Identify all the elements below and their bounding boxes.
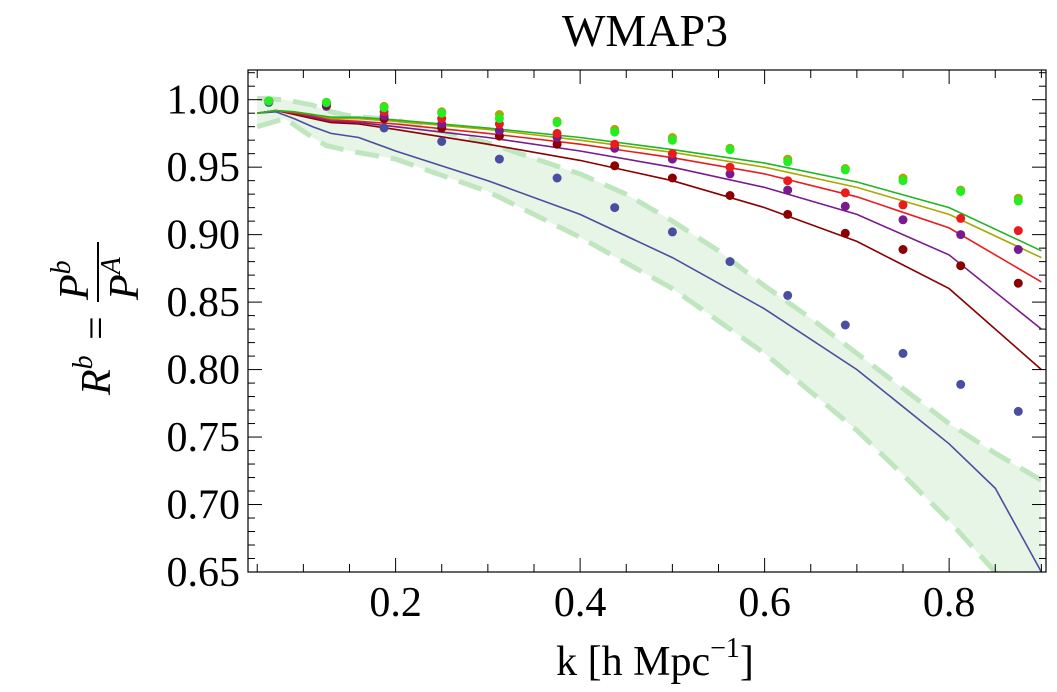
series-0-point-9: [783, 290, 793, 300]
band-upper-dashed-line: [257, 95, 1043, 483]
band-lower-dashed-line: [256, 115, 999, 572]
series-3-point-13: [1013, 226, 1023, 236]
y-tick-label-6: 0.95: [167, 145, 241, 191]
series-6-point-9: [783, 157, 793, 167]
series-3-point-9: [783, 176, 793, 186]
xlabel-text: k [h Mpc: [556, 639, 710, 685]
ylabel-denominator: P: [102, 274, 148, 301]
svg-text:Pb: Pb: [46, 260, 98, 301]
series-2-point-12: [956, 230, 966, 240]
ylabel-numerator: P: [52, 274, 98, 301]
y-tick-label-7: 1.00: [167, 78, 241, 124]
series-0-point-10: [840, 320, 850, 330]
series-2-point-9: [783, 185, 793, 195]
series-6-point-12: [956, 187, 966, 196]
series-2-point-4: [494, 126, 504, 136]
x-tick-label-0: 0.2: [369, 580, 422, 626]
series-3-point-7: [667, 149, 677, 159]
series-3-point-6: [610, 139, 620, 149]
y-tick-label-2: 0.75: [167, 415, 241, 461]
y-tick-label-3: 0.80: [167, 348, 241, 394]
series-6-point-2: [379, 103, 389, 113]
series-6-point-3: [437, 108, 447, 118]
series-0-point-3: [437, 137, 447, 146]
y-tick-label-4: 0.85: [167, 280, 241, 326]
series-0-point-6: [610, 203, 620, 213]
series-1-point-10: [840, 228, 850, 238]
xlabel-close: ]: [740, 639, 754, 685]
plot-frame: [247, 69, 1047, 573]
y-tick-label-5: 0.90: [167, 213, 241, 259]
series-0-point-12: [956, 379, 966, 389]
y-axis-label: Rb = Pb PA: [46, 242, 148, 396]
y-tick-label-0: 0.65: [167, 550, 241, 596]
series-6-point-11: [898, 176, 908, 186]
series-6-point-7: [667, 135, 677, 145]
y-tick-label-1: 0.70: [167, 483, 241, 529]
series-3-point-8: [725, 162, 735, 172]
series-2-point-8: [725, 169, 735, 179]
series-6-point-4: [494, 114, 504, 124]
series-0-point-11: [898, 348, 908, 358]
series-1-point-5: [552, 139, 562, 149]
series-3-point-5: [552, 128, 562, 138]
series-3-point-11: [898, 200, 908, 210]
ylabel-r-sup: b: [68, 355, 99, 369]
ylabel-numerator-sup: b: [46, 260, 77, 274]
series-0-line: [257, 110, 1043, 572]
series-3-point-10: [840, 188, 850, 198]
series-1-point-11: [898, 245, 908, 254]
series-1-point-12: [956, 261, 966, 271]
series-0-point-4: [494, 154, 504, 164]
series-1-point-7: [667, 173, 677, 183]
plot-area: 0.2 0.4 0.6 0.8 0.65 0.70 0.75 0.80 0.85 0.90 0.95…: [167, 69, 1047, 626]
series-0-point-8: [725, 257, 735, 267]
series-0-point-13: [1013, 406, 1023, 416]
series-0-point-5: [552, 173, 562, 183]
series-1-point-9: [783, 209, 793, 219]
series-1-point-13: [1013, 278, 1023, 288]
series-6-point-13: [1013, 196, 1023, 206]
series-1-line: [257, 109, 1042, 371]
series-1-point-8: [725, 191, 735, 200]
svg-text:PA: PA: [96, 256, 148, 301]
series-2-point-11: [898, 215, 908, 225]
x-axis-label: k [h Mpc−1]: [556, 633, 754, 685]
series-6-point-0: [264, 96, 274, 106]
svg-text:Rb: Rb: [68, 355, 120, 396]
ylabel-equals: =: [74, 316, 120, 340]
chart-title: WMAP3: [562, 5, 728, 56]
series-1-point-6: [610, 161, 620, 171]
series-6-point-10: [840, 165, 850, 175]
series-6-point-6: [610, 127, 620, 137]
x-tick-label-3: 0.8: [923, 580, 976, 626]
series-6-point-5: [552, 118, 562, 128]
xlabel-sup: −1: [710, 633, 740, 664]
ylabel-denominator-sup: A: [96, 256, 127, 276]
series-6-point-8: [725, 145, 735, 155]
ylabel-r: R: [74, 369, 120, 396]
x-tick-label-2: 0.6: [738, 580, 791, 626]
series-3-point-12: [956, 213, 966, 223]
series-0-point-2: [379, 123, 389, 133]
x-tick-label-1: 0.4: [554, 580, 607, 626]
series-6-point-1: [321, 97, 331, 107]
series-2-point-10: [840, 201, 850, 211]
series-0-point-7: [667, 227, 677, 237]
series-2-point-13: [1013, 245, 1023, 254]
